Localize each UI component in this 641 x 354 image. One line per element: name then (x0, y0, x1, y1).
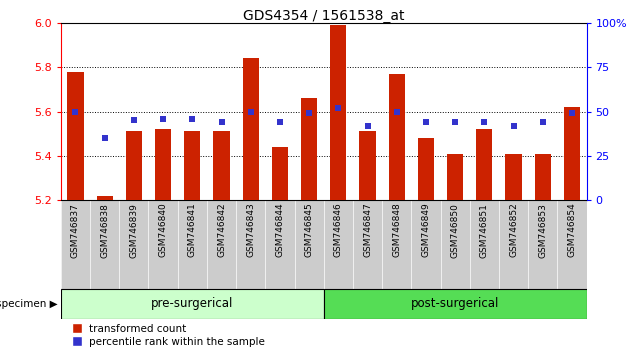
Bar (564, 107, 580, 200)
Point (187, 116, 197, 121)
Bar (243, 58, 259, 200)
Text: GDS4354 / 1561538_at: GDS4354 / 1561538_at (243, 9, 404, 23)
Text: post-surgerical: post-surgerical (411, 297, 499, 310)
Point (129, 118, 139, 123)
Bar (447, 154, 463, 200)
Point (71, 109, 81, 114)
Text: GSM746853: GSM746853 (538, 202, 547, 258)
Bar (324, 289, 587, 319)
Point (450, 119, 460, 125)
Bar (330, 25, 346, 200)
Text: GSM746851: GSM746851 (480, 202, 489, 258)
Bar (360, 131, 376, 200)
Point (362, 123, 372, 129)
Text: GSM746848: GSM746848 (392, 202, 401, 257)
Bar (67, 72, 83, 200)
Bar (506, 154, 522, 200)
Bar (97, 196, 113, 200)
Text: GSM746846: GSM746846 (334, 202, 343, 257)
Bar (301, 98, 317, 200)
Point (392, 109, 402, 114)
Text: pre-surgerical: pre-surgerical (151, 297, 233, 310)
Text: GSM746852: GSM746852 (509, 202, 518, 257)
Bar (184, 131, 201, 200)
Text: GSM746843: GSM746843 (246, 202, 255, 257)
Point (538, 119, 548, 125)
Text: GSM746847: GSM746847 (363, 202, 372, 257)
Point (479, 119, 490, 125)
Point (508, 123, 519, 129)
Point (275, 119, 285, 125)
Point (304, 110, 314, 116)
Bar (213, 131, 229, 200)
Text: GSM746845: GSM746845 (304, 202, 313, 257)
Bar (418, 138, 434, 200)
Point (217, 119, 227, 125)
Bar (388, 74, 404, 200)
Point (158, 116, 168, 121)
Text: GSM746841: GSM746841 (188, 202, 197, 257)
Text: GSM746840: GSM746840 (158, 202, 167, 257)
Text: GSM746850: GSM746850 (451, 202, 460, 258)
Legend: transformed count, percentile rank within the sample: transformed count, percentile rank withi… (72, 324, 265, 347)
Text: specimen ▶: specimen ▶ (0, 298, 58, 309)
Bar (272, 147, 288, 200)
Bar (61, 289, 324, 319)
Text: GSM746838: GSM746838 (100, 202, 109, 258)
Text: GSM746839: GSM746839 (129, 202, 138, 258)
Text: GSM746837: GSM746837 (71, 202, 80, 258)
Bar (155, 129, 171, 200)
Text: GSM746854: GSM746854 (567, 202, 576, 257)
Point (420, 119, 431, 125)
Bar (535, 154, 551, 200)
Point (333, 105, 344, 111)
Point (567, 110, 577, 116)
Bar (126, 131, 142, 200)
Point (246, 109, 256, 114)
Bar (476, 129, 492, 200)
Text: GSM746844: GSM746844 (276, 202, 285, 257)
Point (99, 135, 110, 141)
Text: GSM746842: GSM746842 (217, 202, 226, 257)
Text: GSM746849: GSM746849 (421, 202, 430, 257)
